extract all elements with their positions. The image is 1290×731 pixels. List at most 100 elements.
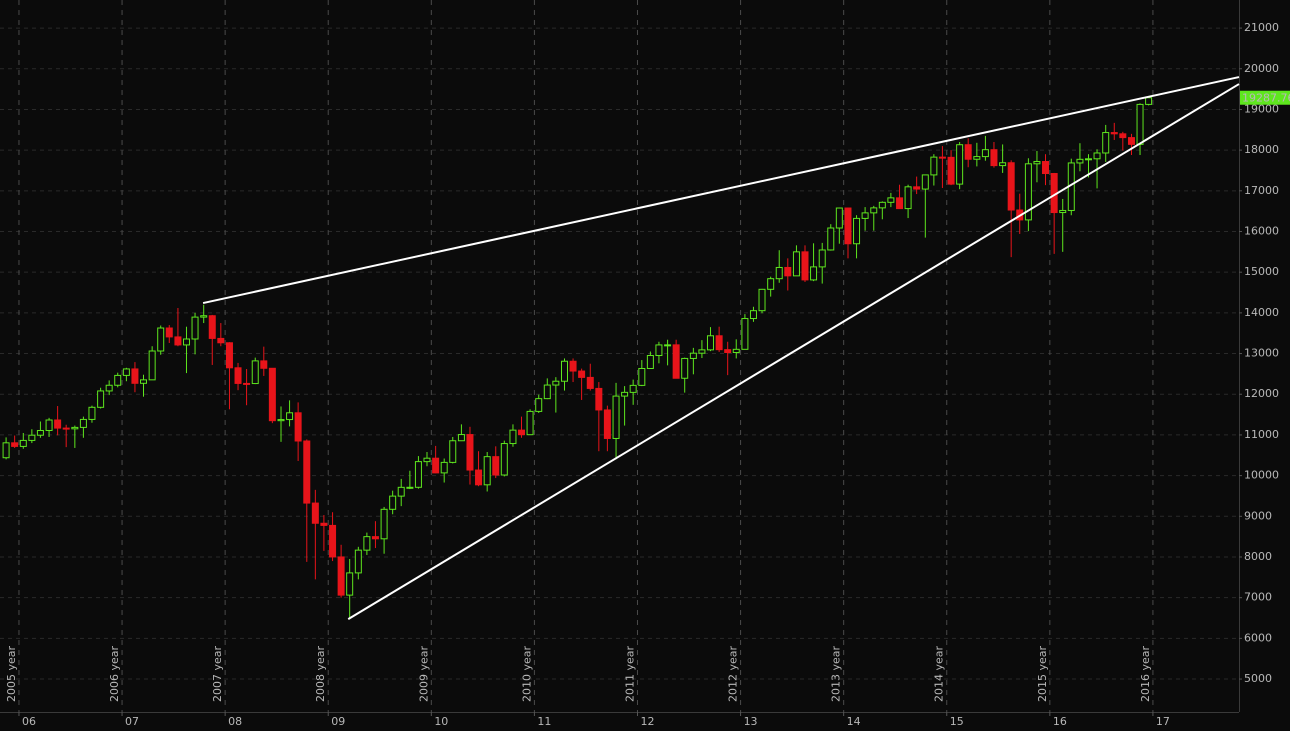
y-tick-label: 19000 — [1244, 102, 1279, 115]
candle-body — [595, 387, 603, 411]
x-tick-label: 07 — [125, 715, 139, 728]
candle-body — [311, 502, 319, 524]
period-label: 2010 year — [520, 645, 533, 702]
candle-body — [466, 434, 474, 471]
candle-body — [835, 207, 843, 229]
candle-body — [406, 486, 414, 489]
candle-body — [277, 419, 285, 422]
candle-body — [11, 442, 19, 447]
candle-body — [792, 251, 800, 277]
candle-body — [208, 315, 216, 339]
x-tick-label: 11 — [537, 715, 551, 728]
candle-body — [689, 352, 697, 359]
last-price-box — [1240, 90, 1290, 105]
candle-body — [397, 486, 405, 497]
candle-body — [363, 536, 371, 551]
y-tick-label: 13000 — [1244, 347, 1279, 360]
y-tick-label: 8000 — [1244, 550, 1272, 563]
candle-body — [655, 344, 663, 357]
candle-body — [88, 406, 96, 420]
period-label: 2011 year — [623, 645, 636, 702]
candle-body — [758, 288, 766, 312]
candle-body — [97, 390, 105, 408]
candle-body — [234, 367, 242, 384]
x-tick-label: 15 — [950, 715, 964, 728]
candle-body — [999, 162, 1007, 167]
candle-body — [1119, 133, 1127, 139]
candle-body — [432, 457, 440, 474]
candle-body — [329, 524, 337, 558]
period-label: 2014 year — [933, 645, 946, 702]
y-tick-label: 5000 — [1244, 672, 1272, 685]
candle-body — [174, 336, 182, 346]
candle-body — [578, 370, 586, 378]
candle-body — [131, 368, 139, 384]
candle-body — [973, 156, 981, 160]
candle-body — [36, 429, 44, 436]
candle-body — [19, 439, 27, 447]
y-tick-label: 6000 — [1244, 631, 1272, 644]
candle-body — [586, 376, 594, 389]
candles — [2, 97, 1153, 620]
y-tick-label: 14000 — [1244, 306, 1279, 319]
x-tick-label: 09 — [331, 715, 345, 728]
candle-body — [526, 410, 534, 436]
candle-body — [947, 156, 955, 185]
y-tick-label: 15000 — [1244, 265, 1279, 278]
x-tick-label: 08 — [228, 715, 242, 728]
candle-body — [981, 149, 989, 158]
x-tick-label: 17 — [1156, 715, 1170, 728]
candle-body — [896, 197, 904, 210]
candle-body — [964, 144, 972, 160]
candle-body — [260, 360, 268, 369]
candle-body — [956, 144, 964, 185]
candle-body — [887, 197, 895, 203]
candle-body — [45, 419, 53, 431]
candle-body — [784, 266, 792, 277]
candle-body — [200, 315, 208, 318]
candle-body — [913, 186, 921, 190]
candle-body — [930, 156, 938, 176]
y-tick-label: 11000 — [1244, 428, 1279, 441]
period-label: 2007 year — [211, 645, 224, 702]
candle-body — [423, 457, 431, 463]
candle-body — [535, 398, 543, 412]
candle-body — [672, 344, 680, 379]
period-label: 2016 year — [1139, 645, 1152, 702]
candle-body — [380, 508, 388, 540]
candle-body — [603, 409, 611, 439]
candle-body — [810, 266, 818, 281]
candle-body — [105, 384, 113, 392]
period-label: 2013 year — [830, 645, 843, 702]
candle-body — [346, 572, 354, 596]
candle-body — [1093, 152, 1101, 160]
candle-body — [1042, 161, 1050, 175]
candle-body — [1110, 132, 1118, 135]
candle-body — [1059, 209, 1067, 214]
candle-body — [518, 429, 526, 436]
trendline — [202, 76, 1240, 305]
candle-body — [440, 461, 448, 474]
candle-body — [62, 427, 70, 430]
candle-body — [569, 360, 577, 372]
candle-body — [698, 349, 706, 354]
x-tick-label: 10 — [434, 715, 448, 728]
candle-body — [1136, 103, 1144, 145]
candle-body — [646, 355, 654, 369]
candle-body — [1076, 158, 1084, 164]
candle-body — [861, 212, 869, 219]
candle-body — [853, 217, 861, 245]
candle-body — [818, 249, 826, 268]
candle-body — [938, 156, 946, 159]
candle-body — [561, 360, 569, 382]
y-tick-label: 18000 — [1244, 143, 1279, 156]
candle-body — [28, 434, 36, 441]
period-label: 2005 year — [5, 645, 18, 702]
candle-body — [286, 412, 294, 421]
candle-body — [844, 207, 852, 245]
candle-body — [303, 440, 311, 504]
candle-body — [509, 429, 517, 445]
candle-body — [749, 310, 757, 320]
candle-body — [251, 360, 259, 385]
